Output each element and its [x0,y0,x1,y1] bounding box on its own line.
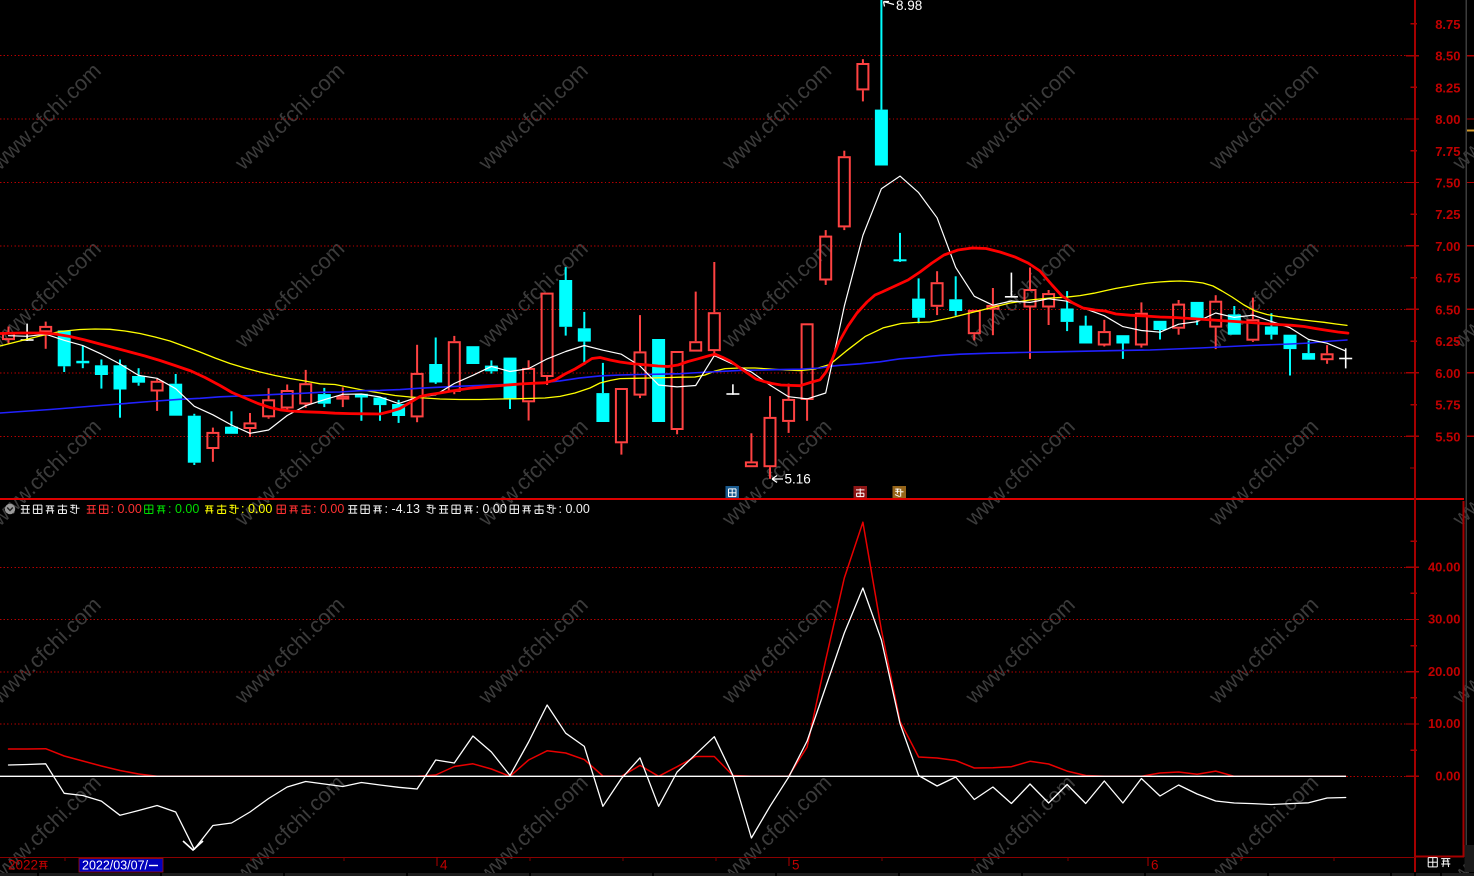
svg-text:: 0.00: : 0.00 [168,502,199,516]
svg-text:2022: 2022 [8,858,38,873]
svg-text:: 0.00: : 0.00 [241,502,272,516]
svg-text:: 0.00: : 0.00 [476,502,507,516]
svg-text:8.00: 8.00 [1435,112,1460,127]
svg-text:5.75: 5.75 [1435,398,1460,413]
svg-text:6.25: 6.25 [1435,334,1460,349]
svg-text:8.98: 8.98 [896,0,922,13]
svg-text:6.00: 6.00 [1435,366,1460,381]
svg-text:: 0.00: : 0.00 [313,502,344,516]
svg-text:2022/03/07/: 2022/03/07/ [82,859,149,873]
svg-text:: -4.13: : -4.13 [385,502,420,516]
svg-text:7.00: 7.00 [1435,239,1460,254]
svg-text:8.75: 8.75 [1435,17,1460,32]
svg-text:7.25: 7.25 [1435,207,1460,222]
svg-text:0.00: 0.00 [1435,768,1460,783]
svg-text:4: 4 [440,858,448,873]
svg-text:: 0.00: : 0.00 [559,502,590,516]
svg-text:8.25: 8.25 [1435,80,1460,95]
svg-text:: 0.00: : 0.00 [111,502,142,516]
svg-text:6: 6 [1151,858,1159,873]
svg-text:7.75: 7.75 [1435,144,1460,159]
svg-text:40.00: 40.00 [1428,559,1461,574]
svg-text:7.50: 7.50 [1435,176,1460,191]
svg-text:30.00: 30.00 [1428,612,1461,627]
svg-text:8.50: 8.50 [1435,49,1460,64]
svg-text:5.16: 5.16 [785,472,811,487]
svg-text:6.50: 6.50 [1435,302,1460,317]
svg-text:10.00: 10.00 [1428,716,1461,731]
svg-text:5.50: 5.50 [1435,429,1460,444]
svg-text:20.00: 20.00 [1428,664,1461,679]
svg-text:5: 5 [792,858,800,873]
svg-text:6.75: 6.75 [1435,271,1460,286]
